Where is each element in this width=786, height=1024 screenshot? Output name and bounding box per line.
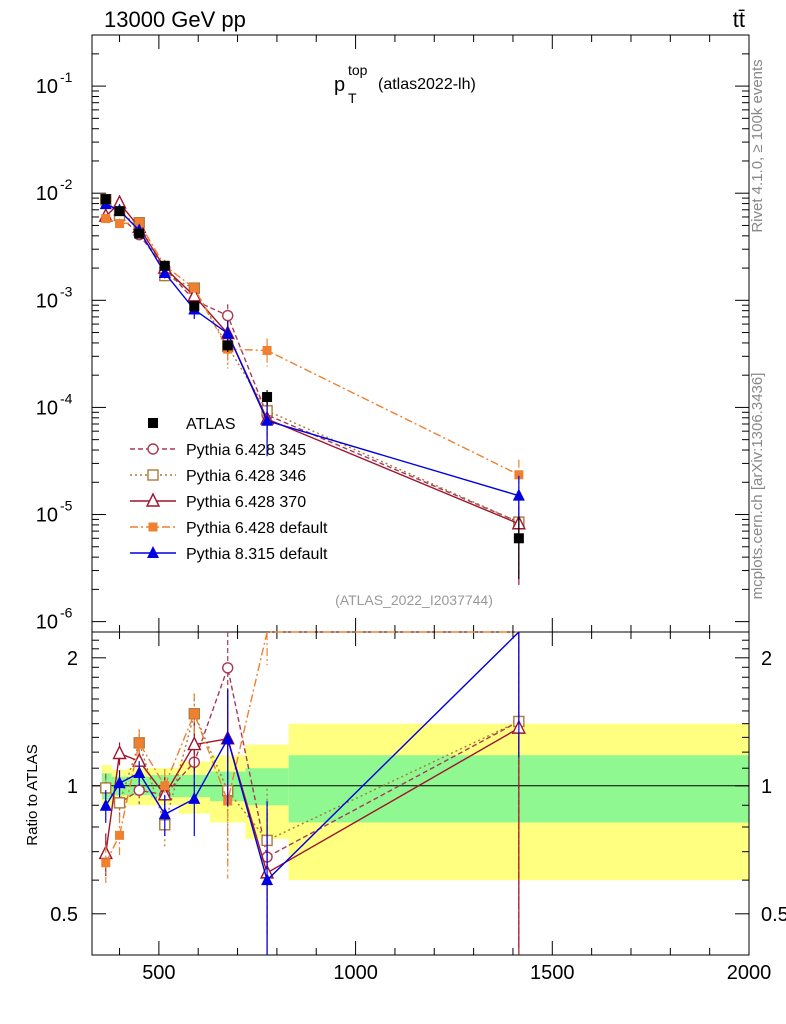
data-point [147, 469, 159, 481]
data-point [222, 309, 234, 322]
data-point [134, 738, 144, 748]
y-tick-label-base: 10 [36, 397, 58, 419]
data-point [222, 340, 233, 351]
data-point [134, 228, 145, 239]
data-point [133, 766, 146, 779]
legend-label-0: Pythia 6.428 345 [186, 442, 306, 459]
x-tick-label: 1000 [333, 962, 378, 984]
y-tick-label-exponent: -2 [60, 176, 73, 192]
ratio-tick-label-right: 1 [761, 776, 772, 798]
ratio-series-line [105, 631, 520, 882]
ratio-series-layer [98, 631, 526, 955]
ratio-series-3 [101, 631, 519, 883]
legend-label-3: Pythia 6.428 default [186, 520, 328, 537]
ratio-tick-label-right: 2 [761, 648, 772, 670]
ratio-tick-label-left: 1 [67, 776, 78, 798]
y-tick-label-base: 10 [36, 612, 58, 634]
y-tick-label-base: 10 [36, 505, 58, 527]
data-point [188, 791, 201, 804]
x-tick-label: 2000 [727, 962, 772, 984]
x-tick-label: 500 [142, 962, 175, 984]
atlas-data [100, 194, 524, 579]
data-point [221, 731, 234, 744]
ratio-y-axis-label: Ratio to ATLAS [24, 744, 41, 845]
data-point [222, 662, 234, 674]
legend-label-1: Pythia 6.428 346 [186, 468, 306, 485]
data-point [133, 784, 145, 796]
data-point [262, 345, 272, 355]
y-tick-label-base: 10 [36, 76, 58, 98]
data-point [189, 709, 199, 719]
data-point [100, 194, 111, 205]
chart-title-superscript: top [348, 62, 368, 78]
ratio-tick-label-left: 2 [67, 648, 78, 670]
chart-title-main: p [334, 74, 345, 96]
data-point [101, 858, 111, 868]
data-point [147, 546, 159, 558]
energy-label: 13000 GeV pp [104, 7, 246, 32]
data-point [514, 470, 524, 480]
data-point [147, 443, 159, 455]
y-tick-label-exponent: -4 [60, 390, 73, 406]
ratio-tick-label-left: 0.5 [50, 904, 78, 926]
source-label: mcplots.cern.ch [arXiv:1306.3436] [749, 373, 766, 600]
x-tick-label: 1500 [530, 962, 575, 984]
main-series-layer [98, 193, 526, 585]
y-tick-label-exponent: -3 [60, 283, 73, 299]
rivet-label: Rivet 4.1.0, ≥ 100k events [749, 59, 766, 232]
ratio-axis-ticks: 0.5 0.5 1 1 2 2 500 1000 1500 2000 [50, 632, 786, 984]
data-point [113, 776, 126, 789]
y-tick-label-base: 10 [36, 183, 58, 205]
main-axis-ticks: 10-610-510-410-310-210-1 [36, 35, 750, 634]
data-point [262, 392, 273, 403]
data-point [261, 873, 274, 886]
y-tick-label-exponent: -6 [60, 605, 73, 621]
y-tick-label-exponent: -1 [60, 69, 73, 85]
data-point [189, 301, 200, 312]
data-point [114, 206, 125, 217]
chart-title-rest: (atlas2022-lh) [378, 76, 476, 93]
data-point [513, 533, 524, 544]
data-point [221, 326, 234, 339]
data-point [187, 736, 202, 751]
ratio-series-line [105, 631, 519, 864]
data-point [160, 781, 170, 791]
data-point [189, 283, 199, 293]
data-point [148, 522, 158, 532]
data-point [99, 798, 112, 811]
data-point [101, 214, 111, 224]
data-point [158, 807, 171, 820]
ratio-series-4 [99, 631, 520, 955]
legend-label-atlas: ATLAS [186, 416, 236, 433]
data-point [112, 744, 127, 760]
chart-title-subscript: T [348, 90, 357, 106]
y-tick-label-base: 10 [36, 290, 58, 312]
data-point [113, 797, 126, 809]
data-point [115, 219, 125, 229]
data-point [158, 265, 171, 278]
legend-label-4: Pythia 8.315 default [186, 546, 328, 563]
data-point [261, 413, 274, 426]
legend: ATLAS Pythia 6.428 345 Pythia 6.428 346 Pyt… [130, 416, 328, 563]
ratio-tick-label-right: 0.5 [761, 904, 786, 926]
data-point [159, 260, 170, 271]
data-point [134, 218, 144, 228]
data-point [145, 492, 161, 507]
data-point [115, 830, 125, 840]
legend-label-2: Pythia 6.428 370 [186, 494, 306, 511]
process-label: tt̄ [733, 7, 745, 32]
legend-marker-atlas [148, 418, 158, 428]
y-tick-label-exponent: -5 [60, 498, 73, 514]
analysis-id: (ATLAS_2022_I2037744) [335, 592, 493, 608]
data-point [512, 488, 525, 501]
